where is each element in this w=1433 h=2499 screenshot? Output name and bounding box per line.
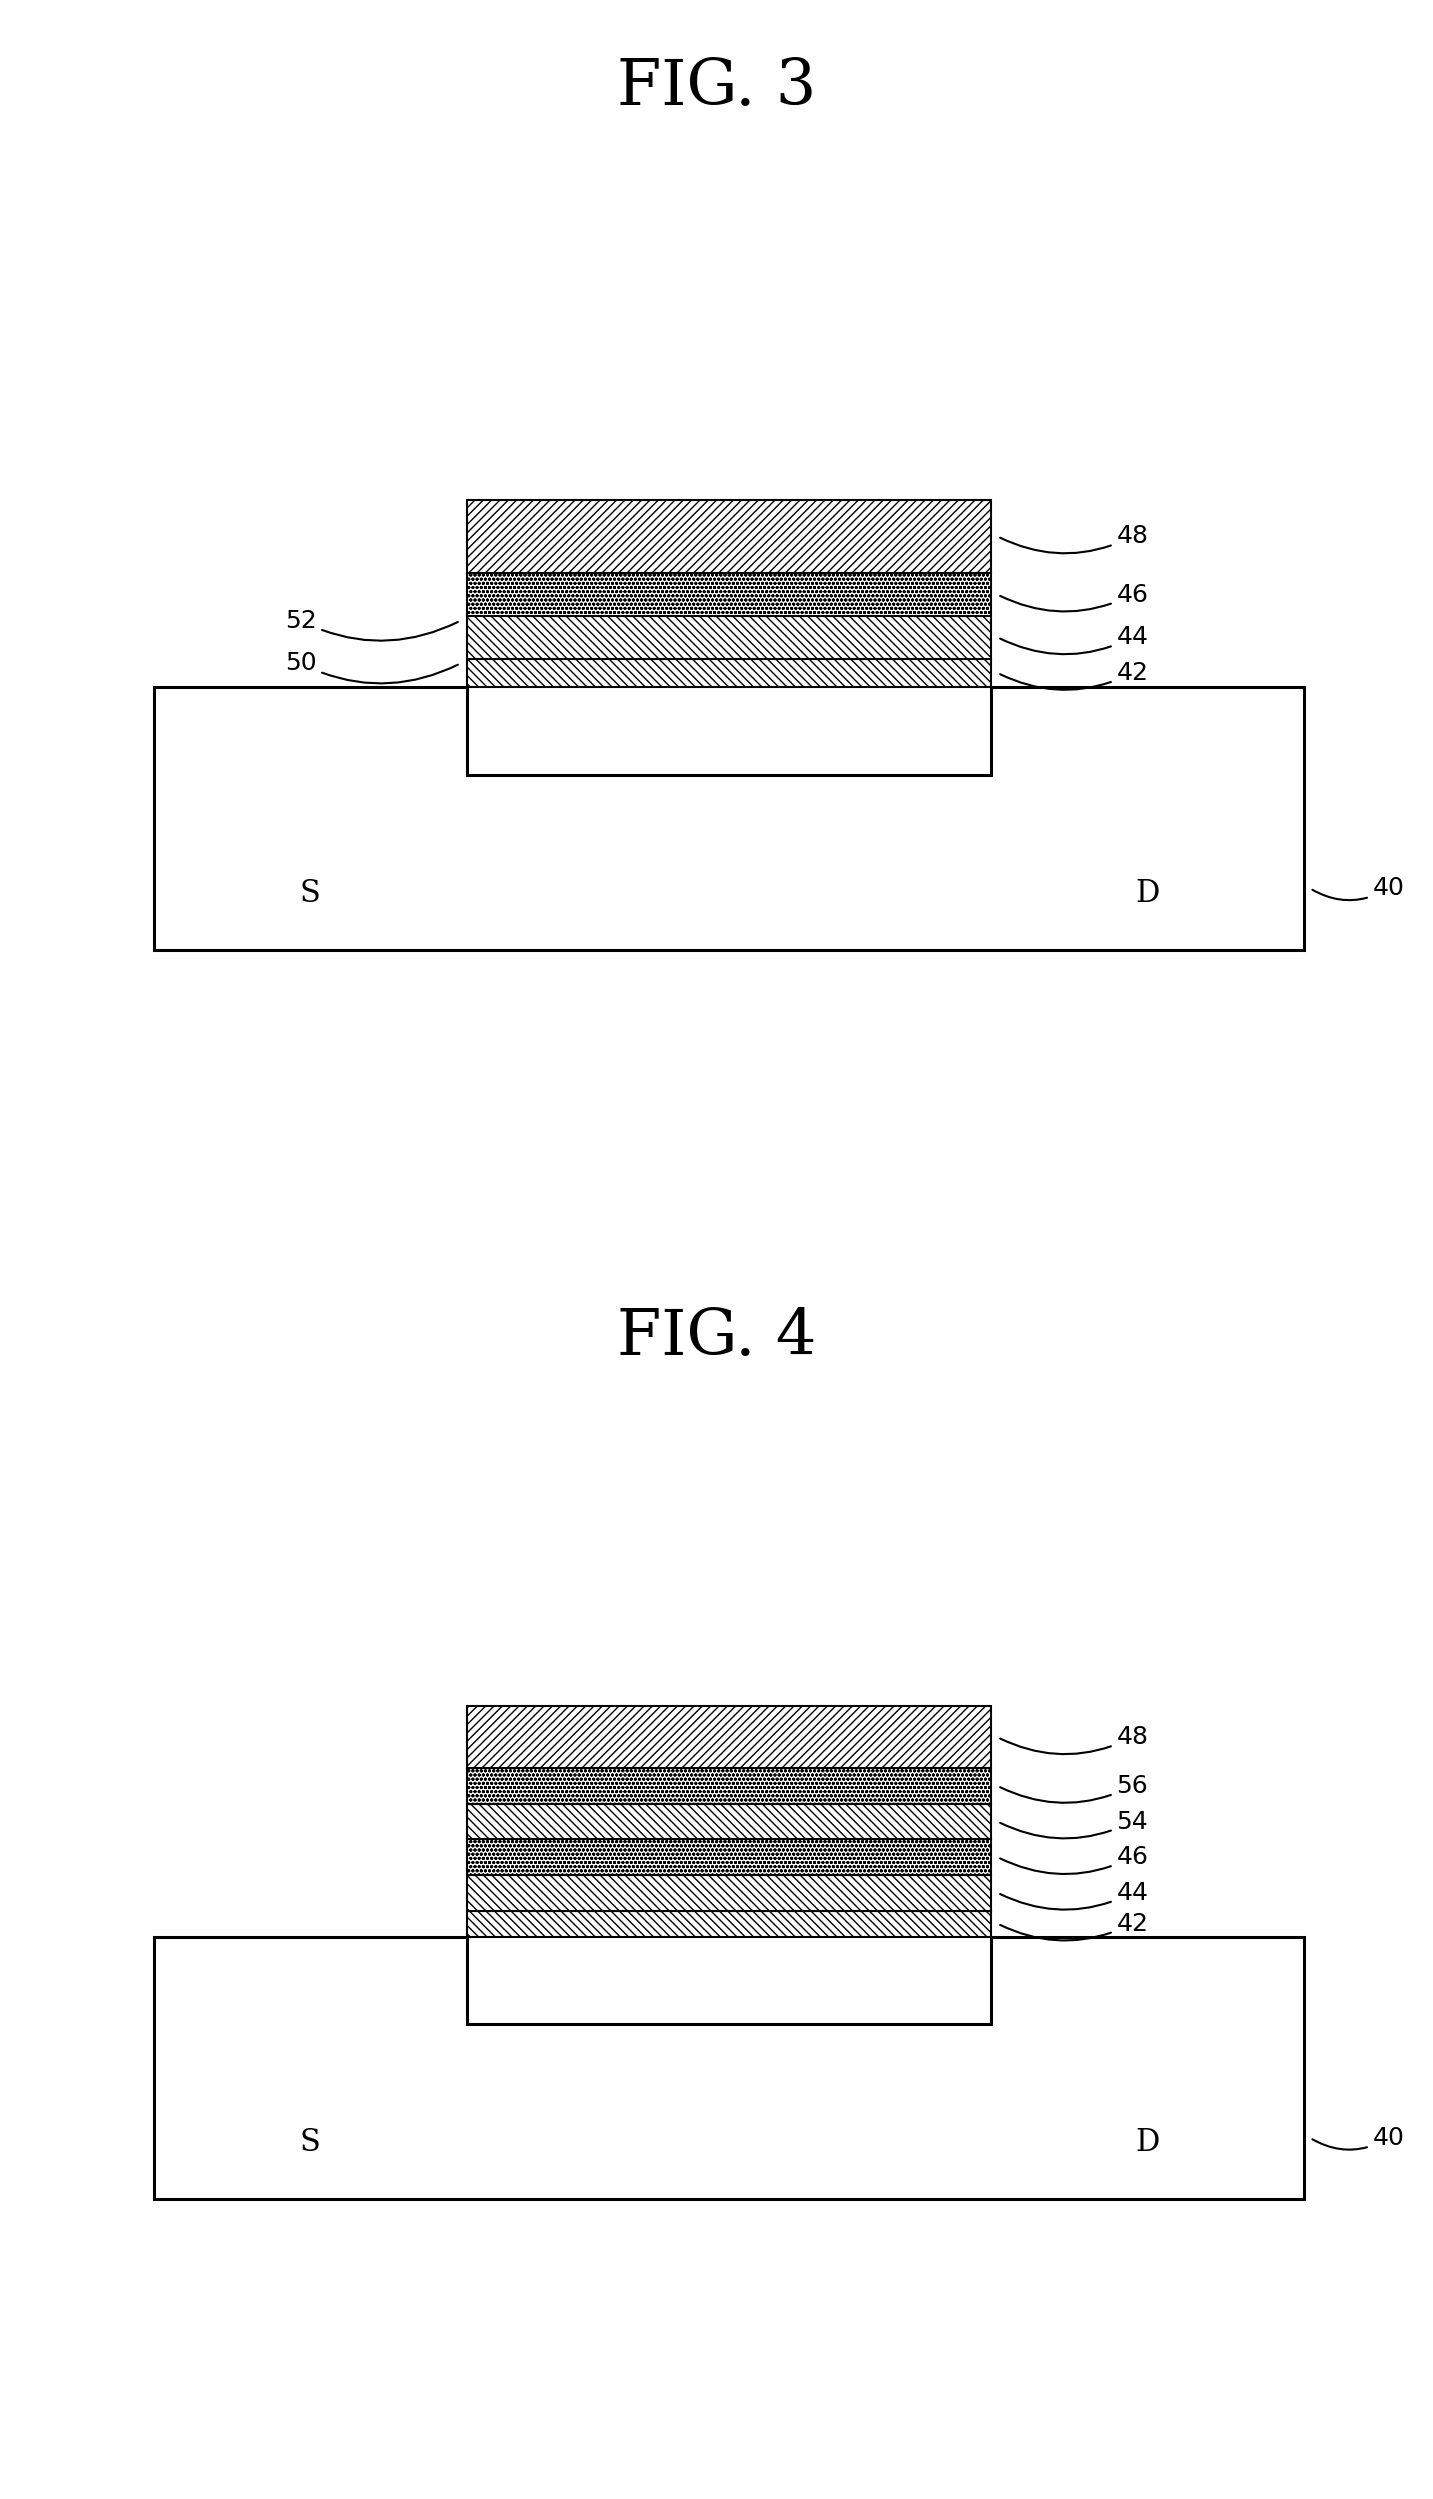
Text: 40: 40	[1313, 877, 1404, 900]
Text: 48: 48	[1000, 525, 1148, 552]
Bar	[467, 500, 992, 572]
Bar	[467, 1912, 992, 1937]
Text: 42: 42	[1000, 1912, 1148, 1942]
Bar	[467, 1804, 992, 1839]
Bar	[467, 572, 992, 615]
Text: FIG. 4: FIG. 4	[616, 1307, 817, 1367]
Bar	[467, 1839, 992, 1874]
Text: 50: 50	[285, 652, 459, 682]
Bar	[467, 660, 992, 687]
Polygon shape	[155, 687, 1304, 950]
Text: 44: 44	[1000, 625, 1148, 655]
Text: 54: 54	[1000, 1809, 1148, 1839]
Bar	[467, 615, 992, 660]
Bar	[467, 1769, 992, 1804]
Text: 48: 48	[1000, 1724, 1148, 1754]
Text: 44: 44	[1000, 1882, 1148, 1909]
Text: 52: 52	[285, 610, 459, 640]
Text: 56: 56	[1000, 1774, 1148, 1802]
Bar	[467, 1874, 992, 1912]
Text: S: S	[299, 877, 321, 910]
Text: D: D	[1135, 2127, 1159, 2159]
Polygon shape	[155, 1937, 1304, 2199]
Text: D: D	[1135, 877, 1159, 910]
Text: FIG. 3: FIG. 3	[616, 57, 817, 117]
Bar	[467, 1707, 992, 1769]
Text: 42: 42	[1000, 660, 1148, 690]
Text: 46: 46	[1000, 582, 1148, 612]
Text: 40: 40	[1313, 2127, 1404, 2149]
Text: S: S	[299, 2127, 321, 2159]
Text: 46: 46	[1000, 1844, 1148, 1874]
